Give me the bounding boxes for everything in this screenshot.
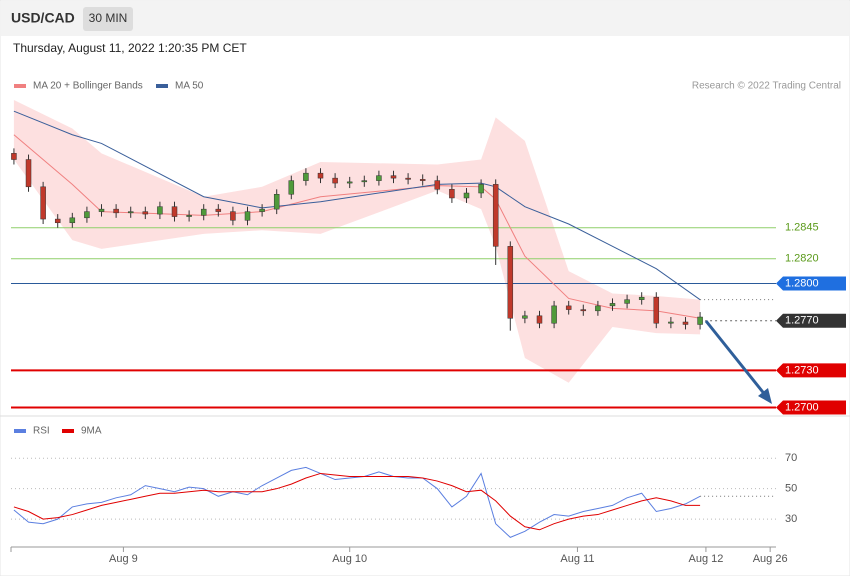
- level-label: 1.2700: [785, 401, 819, 413]
- level-label: 1.2730: [785, 364, 819, 376]
- x-tick-label: Aug 11: [560, 553, 594, 565]
- candle-body: [405, 177, 411, 180]
- candle-body: [565, 305, 572, 310]
- x-tick-label: Aug 9: [109, 553, 138, 565]
- candle-body: [303, 172, 309, 181]
- x-tick-label: Aug 10: [332, 553, 367, 565]
- candle-body: [434, 180, 441, 190]
- forecast-arrowhead: [758, 388, 772, 404]
- candle-body: [54, 218, 61, 224]
- candle-body: [40, 186, 46, 220]
- y-tick-label: 30: [785, 513, 797, 525]
- level-label: 1.2845: [785, 222, 819, 234]
- candle-body: [449, 189, 455, 199]
- candle-body: [244, 211, 251, 221]
- candle-body: [230, 211, 236, 221]
- legend-label: 9MA: [81, 426, 102, 437]
- symbol: USD/CAD: [11, 10, 75, 26]
- candle-body: [697, 316, 703, 325]
- candle-body: [463, 192, 470, 199]
- level-box: [776, 313, 846, 328]
- candle-body: [215, 208, 222, 212]
- legend-swatch: [156, 84, 168, 88]
- candle-body: [332, 177, 338, 184]
- level-label: 1.2770: [785, 315, 819, 327]
- candle-body: [288, 180, 295, 195]
- candle-body: [536, 315, 543, 324]
- datetime: Thursday, August 11, 2022 1:20:35 PM CET: [13, 41, 247, 55]
- candle-body: [113, 208, 119, 214]
- candle-body: [638, 296, 645, 300]
- legend-label: MA 50: [175, 81, 204, 92]
- copyright: Research © 2022 Trading Central: [692, 81, 841, 92]
- legend-label: MA 20 + Bollinger Bands: [33, 81, 143, 92]
- header-bar: [1, 1, 849, 36]
- candle-body: [142, 211, 149, 215]
- candle-body: [157, 206, 163, 215]
- x-tick-label: Aug 26: [753, 553, 788, 565]
- candle-body: [259, 208, 265, 212]
- legend-swatch: [14, 84, 26, 88]
- candle-body: [419, 179, 426, 181]
- candle-body: [69, 217, 76, 224]
- candle-body: [200, 208, 207, 216]
- candle-body: [376, 175, 382, 181]
- candle-body: [595, 305, 601, 312]
- timeframe-box: [83, 7, 133, 31]
- y-tick-label: 50: [785, 483, 797, 495]
- legend-swatch: [62, 429, 74, 433]
- timeframe: 30 MIN: [89, 11, 128, 25]
- candle-body: [171, 206, 178, 217]
- legend-swatch: [14, 429, 26, 433]
- candle-body: [551, 305, 557, 324]
- candle-body: [653, 296, 660, 324]
- bollinger-band: [13, 100, 701, 383]
- candle-body: [346, 181, 353, 184]
- candle-body: [25, 159, 32, 188]
- candle-body: [580, 309, 587, 312]
- candle-body: [127, 211, 134, 214]
- y-tick-label: 70: [785, 452, 797, 464]
- candle-body: [507, 246, 514, 319]
- rsi-line: [13, 466, 701, 538]
- ma-line: [13, 110, 701, 301]
- level-label: 1.2820: [785, 253, 819, 265]
- candle-body: [478, 184, 484, 194]
- candle-body: [317, 172, 324, 179]
- candle-body: [668, 321, 674, 324]
- candle-body: [624, 299, 630, 304]
- level-box: [776, 363, 846, 378]
- candle-body: [361, 180, 368, 183]
- level-label: 1.2800: [785, 277, 819, 289]
- candle-body: [84, 211, 90, 219]
- rsi-line: [13, 472, 701, 531]
- level-box: [776, 400, 846, 415]
- candle-body: [609, 303, 616, 307]
- candle-body: [390, 175, 397, 179]
- candle-body: [522, 315, 528, 319]
- candle-body: [492, 184, 499, 247]
- candle-body: [186, 215, 192, 217]
- candle-body: [273, 194, 280, 210]
- forecast-arrow: [704, 320, 768, 397]
- level-box: [776, 276, 846, 291]
- legend-label: RSI: [33, 426, 50, 437]
- x-tick-label: Aug 12: [688, 553, 723, 565]
- candle-body: [98, 208, 105, 212]
- candle-body: [11, 153, 17, 160]
- candle-body: [682, 321, 689, 325]
